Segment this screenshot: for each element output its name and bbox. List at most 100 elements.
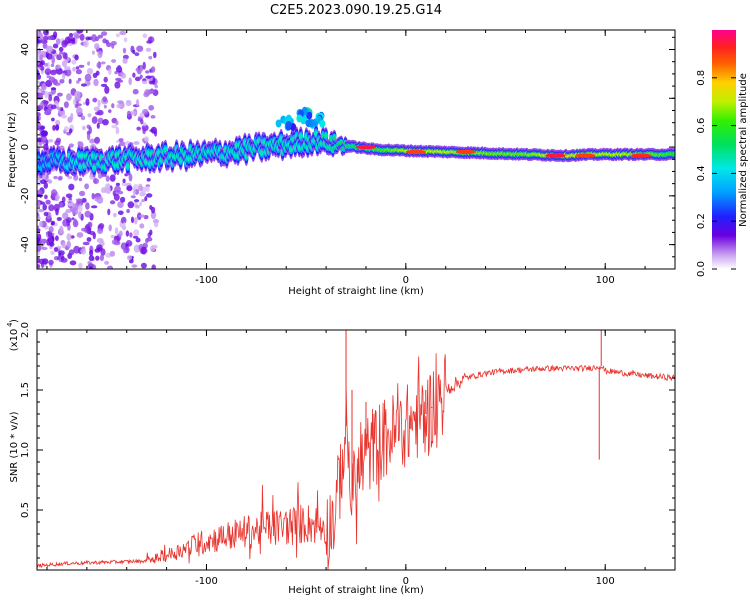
heat-cell <box>111 103 115 109</box>
heat-cell <box>84 183 89 190</box>
snr-x-tick-label: -100 <box>195 576 218 587</box>
heat-cell <box>61 60 68 68</box>
heat-cell <box>122 178 126 183</box>
heat-cell <box>275 119 282 128</box>
heat-cell <box>52 43 59 49</box>
heat-cell <box>71 217 75 221</box>
heat-cell <box>153 51 157 59</box>
heat-cell <box>104 260 110 265</box>
heat-cell <box>132 72 136 78</box>
colorbar-tick-label: 0.8 <box>696 70 707 86</box>
heat-cell <box>306 111 313 120</box>
heat-cell <box>70 37 76 42</box>
spectrogram-x-tick-label: 100 <box>596 275 615 286</box>
heat-cell <box>53 247 59 252</box>
heat-cell <box>301 116 307 125</box>
heat-cell <box>53 175 58 180</box>
heat-cell <box>86 68 94 75</box>
heat-cell <box>100 248 106 256</box>
heat-cell <box>139 214 146 218</box>
heat-cell <box>127 201 135 209</box>
heat-cell <box>149 245 156 252</box>
heat-cell <box>75 103 82 107</box>
heat-cell <box>84 73 92 82</box>
heat-cell <box>108 224 112 232</box>
snr-scale-prefix: (x10 <box>9 329 20 352</box>
colorbar-ticks: 0.0 0.2 0.4 0.6 0.8 <box>696 70 736 277</box>
snr-x-tick-label: 0 <box>403 576 409 587</box>
heat-cell <box>109 250 116 257</box>
heat-cell <box>114 227 119 235</box>
heat-cell <box>163 146 168 153</box>
heat-cell <box>88 126 92 134</box>
heat-cell <box>50 104 57 110</box>
heat-cell <box>150 66 156 73</box>
heat-cell <box>48 94 53 102</box>
spectrogram-x-label: Height of straight line (km) <box>288 286 424 297</box>
heat-cell <box>91 205 98 209</box>
heat-cell <box>54 140 61 146</box>
snr-x-tick-label: 100 <box>596 576 615 587</box>
heat-cell <box>128 173 133 182</box>
heat-cell <box>47 139 54 143</box>
heat-cell <box>134 76 141 82</box>
heat-cell <box>38 221 43 227</box>
heat-cell <box>66 233 72 241</box>
heat-cell <box>117 201 124 209</box>
heat-cell <box>68 143 74 148</box>
heat-cell <box>119 30 127 36</box>
heat-cell <box>126 110 131 118</box>
heat-cell <box>76 232 84 238</box>
heat-cell <box>96 62 102 69</box>
heat-cell <box>55 124 60 131</box>
heat-cell <box>62 51 66 59</box>
heat-cell <box>79 153 84 159</box>
snr-y-tick-label: 1.5 <box>20 382 31 398</box>
heat-peak <box>405 149 426 155</box>
spectrogram-y-tick-label: 20 <box>20 92 31 105</box>
heat-cell <box>51 117 55 122</box>
spectrogram-y-tick-label: 0 <box>20 144 31 150</box>
heat-cell <box>59 109 66 117</box>
snr-y-label: SNR (10 * v/v) <box>9 411 20 482</box>
heat-cell <box>51 56 55 65</box>
heat-cell <box>96 244 103 251</box>
heat-cell <box>129 110 136 116</box>
spectrogram-heatmap <box>37 30 675 269</box>
heat-cell <box>109 174 116 182</box>
heat-cell <box>113 213 117 218</box>
heat-cell <box>134 199 140 203</box>
heat-peak <box>575 153 596 158</box>
heat-cell <box>126 209 130 213</box>
heat-cell <box>89 249 94 257</box>
heat-cell <box>107 208 111 216</box>
heat-cell <box>141 199 145 203</box>
heat-cell <box>99 254 104 262</box>
heat-cell <box>134 188 140 195</box>
heat-cell <box>111 239 118 245</box>
heat-cell <box>55 65 61 70</box>
heat-cell <box>125 101 132 106</box>
heat-cell <box>54 197 59 202</box>
heat-cell <box>117 65 122 70</box>
heat-cell <box>146 177 151 182</box>
heat-cell <box>72 98 77 106</box>
heat-cell <box>42 36 49 41</box>
colorbar-gradient <box>712 30 736 269</box>
spectrogram-y-tick-label: -40 <box>20 236 31 252</box>
heat-cell <box>115 182 120 187</box>
heat-cell <box>97 117 104 125</box>
heat-cell <box>48 76 56 83</box>
snr-y-tick-label: 2.0 <box>20 322 31 338</box>
heat-cell <box>37 32 44 41</box>
heat-cell <box>41 39 45 45</box>
heat-cell <box>132 88 139 95</box>
heat-cell <box>102 119 109 126</box>
heat-cell <box>63 101 69 109</box>
colorbar: 0.0 0.2 0.4 0.6 0.8 Normalized spectral ampl… <box>696 30 749 277</box>
heat-cell <box>95 111 101 116</box>
heat-cell <box>79 33 85 41</box>
heat-cell <box>148 56 153 60</box>
heat-cell <box>66 209 71 213</box>
heat-cell <box>132 187 136 196</box>
